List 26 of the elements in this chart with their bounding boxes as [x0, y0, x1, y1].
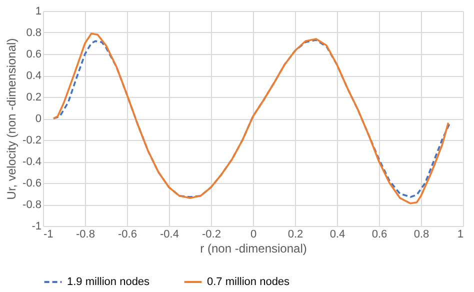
- legend-label: 1.9 million nodes: [67, 276, 150, 288]
- x-tick-label: -0.8: [76, 228, 95, 240]
- x-tick-label: 0.4: [330, 228, 346, 240]
- x-tick-label: 0.6: [372, 228, 388, 240]
- y-tick-label: 0: [35, 113, 42, 125]
- y-tick-label: 0.6: [26, 48, 42, 60]
- y-tick-label: 1: [35, 6, 42, 18]
- x-tick-label: -0.4: [160, 228, 179, 240]
- y-tick-label: -0.6: [22, 178, 42, 190]
- y-tick-label: -1: [32, 220, 42, 232]
- y-tick-label: -0.4: [22, 156, 42, 168]
- x-tick-label: -0.2: [202, 228, 221, 240]
- x-tick-label: 1: [457, 228, 464, 240]
- x-tick-label: -1: [44, 228, 54, 240]
- x-tick-label: -0.6: [118, 228, 137, 240]
- x-tick-label: 0.8: [414, 228, 430, 240]
- y-tick-label: -0.2: [22, 134, 42, 146]
- x-axis-title: r (non -dimensional): [200, 242, 307, 256]
- legend-label: 0.7 million nodes: [207, 276, 290, 288]
- y-tick-label: 0.8: [26, 27, 42, 39]
- y-tick-label: 0.2: [26, 92, 42, 104]
- y-axis-title: Ur, velocity (non -dimensional): [4, 38, 19, 200]
- x-tick-label: 0: [250, 228, 257, 240]
- y-tick-label: -0.8: [22, 199, 42, 211]
- x-tick-label: 0.2: [288, 228, 304, 240]
- y-tick-label: 0.4: [26, 70, 42, 82]
